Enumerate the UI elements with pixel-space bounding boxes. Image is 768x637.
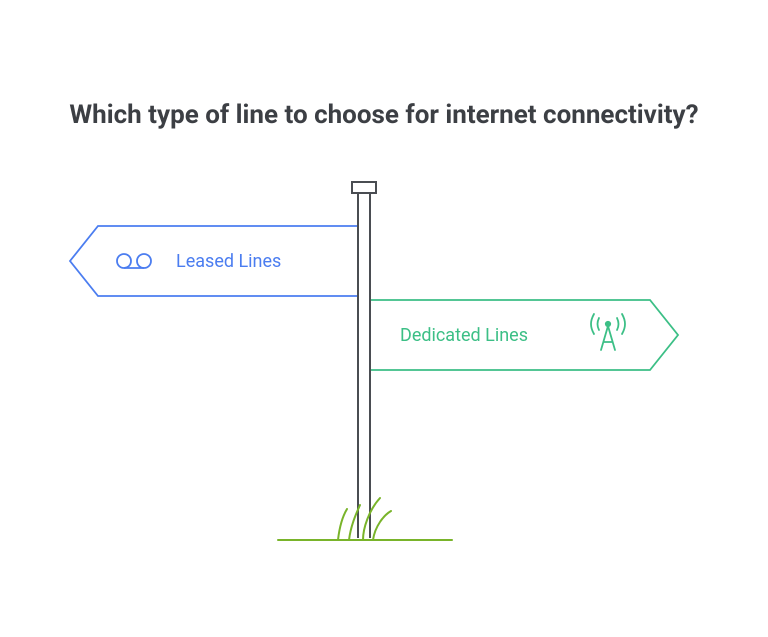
sign-right-label: Dedicated Lines bbox=[400, 325, 528, 346]
signpost-diagram: Leased Lines Dedicated Lines bbox=[0, 0, 768, 637]
pole-cap bbox=[352, 182, 376, 193]
infographic-container: Which type of line to choose for interne… bbox=[0, 0, 768, 637]
grass bbox=[278, 498, 452, 540]
sign-left-label: Leased Lines bbox=[176, 251, 281, 272]
